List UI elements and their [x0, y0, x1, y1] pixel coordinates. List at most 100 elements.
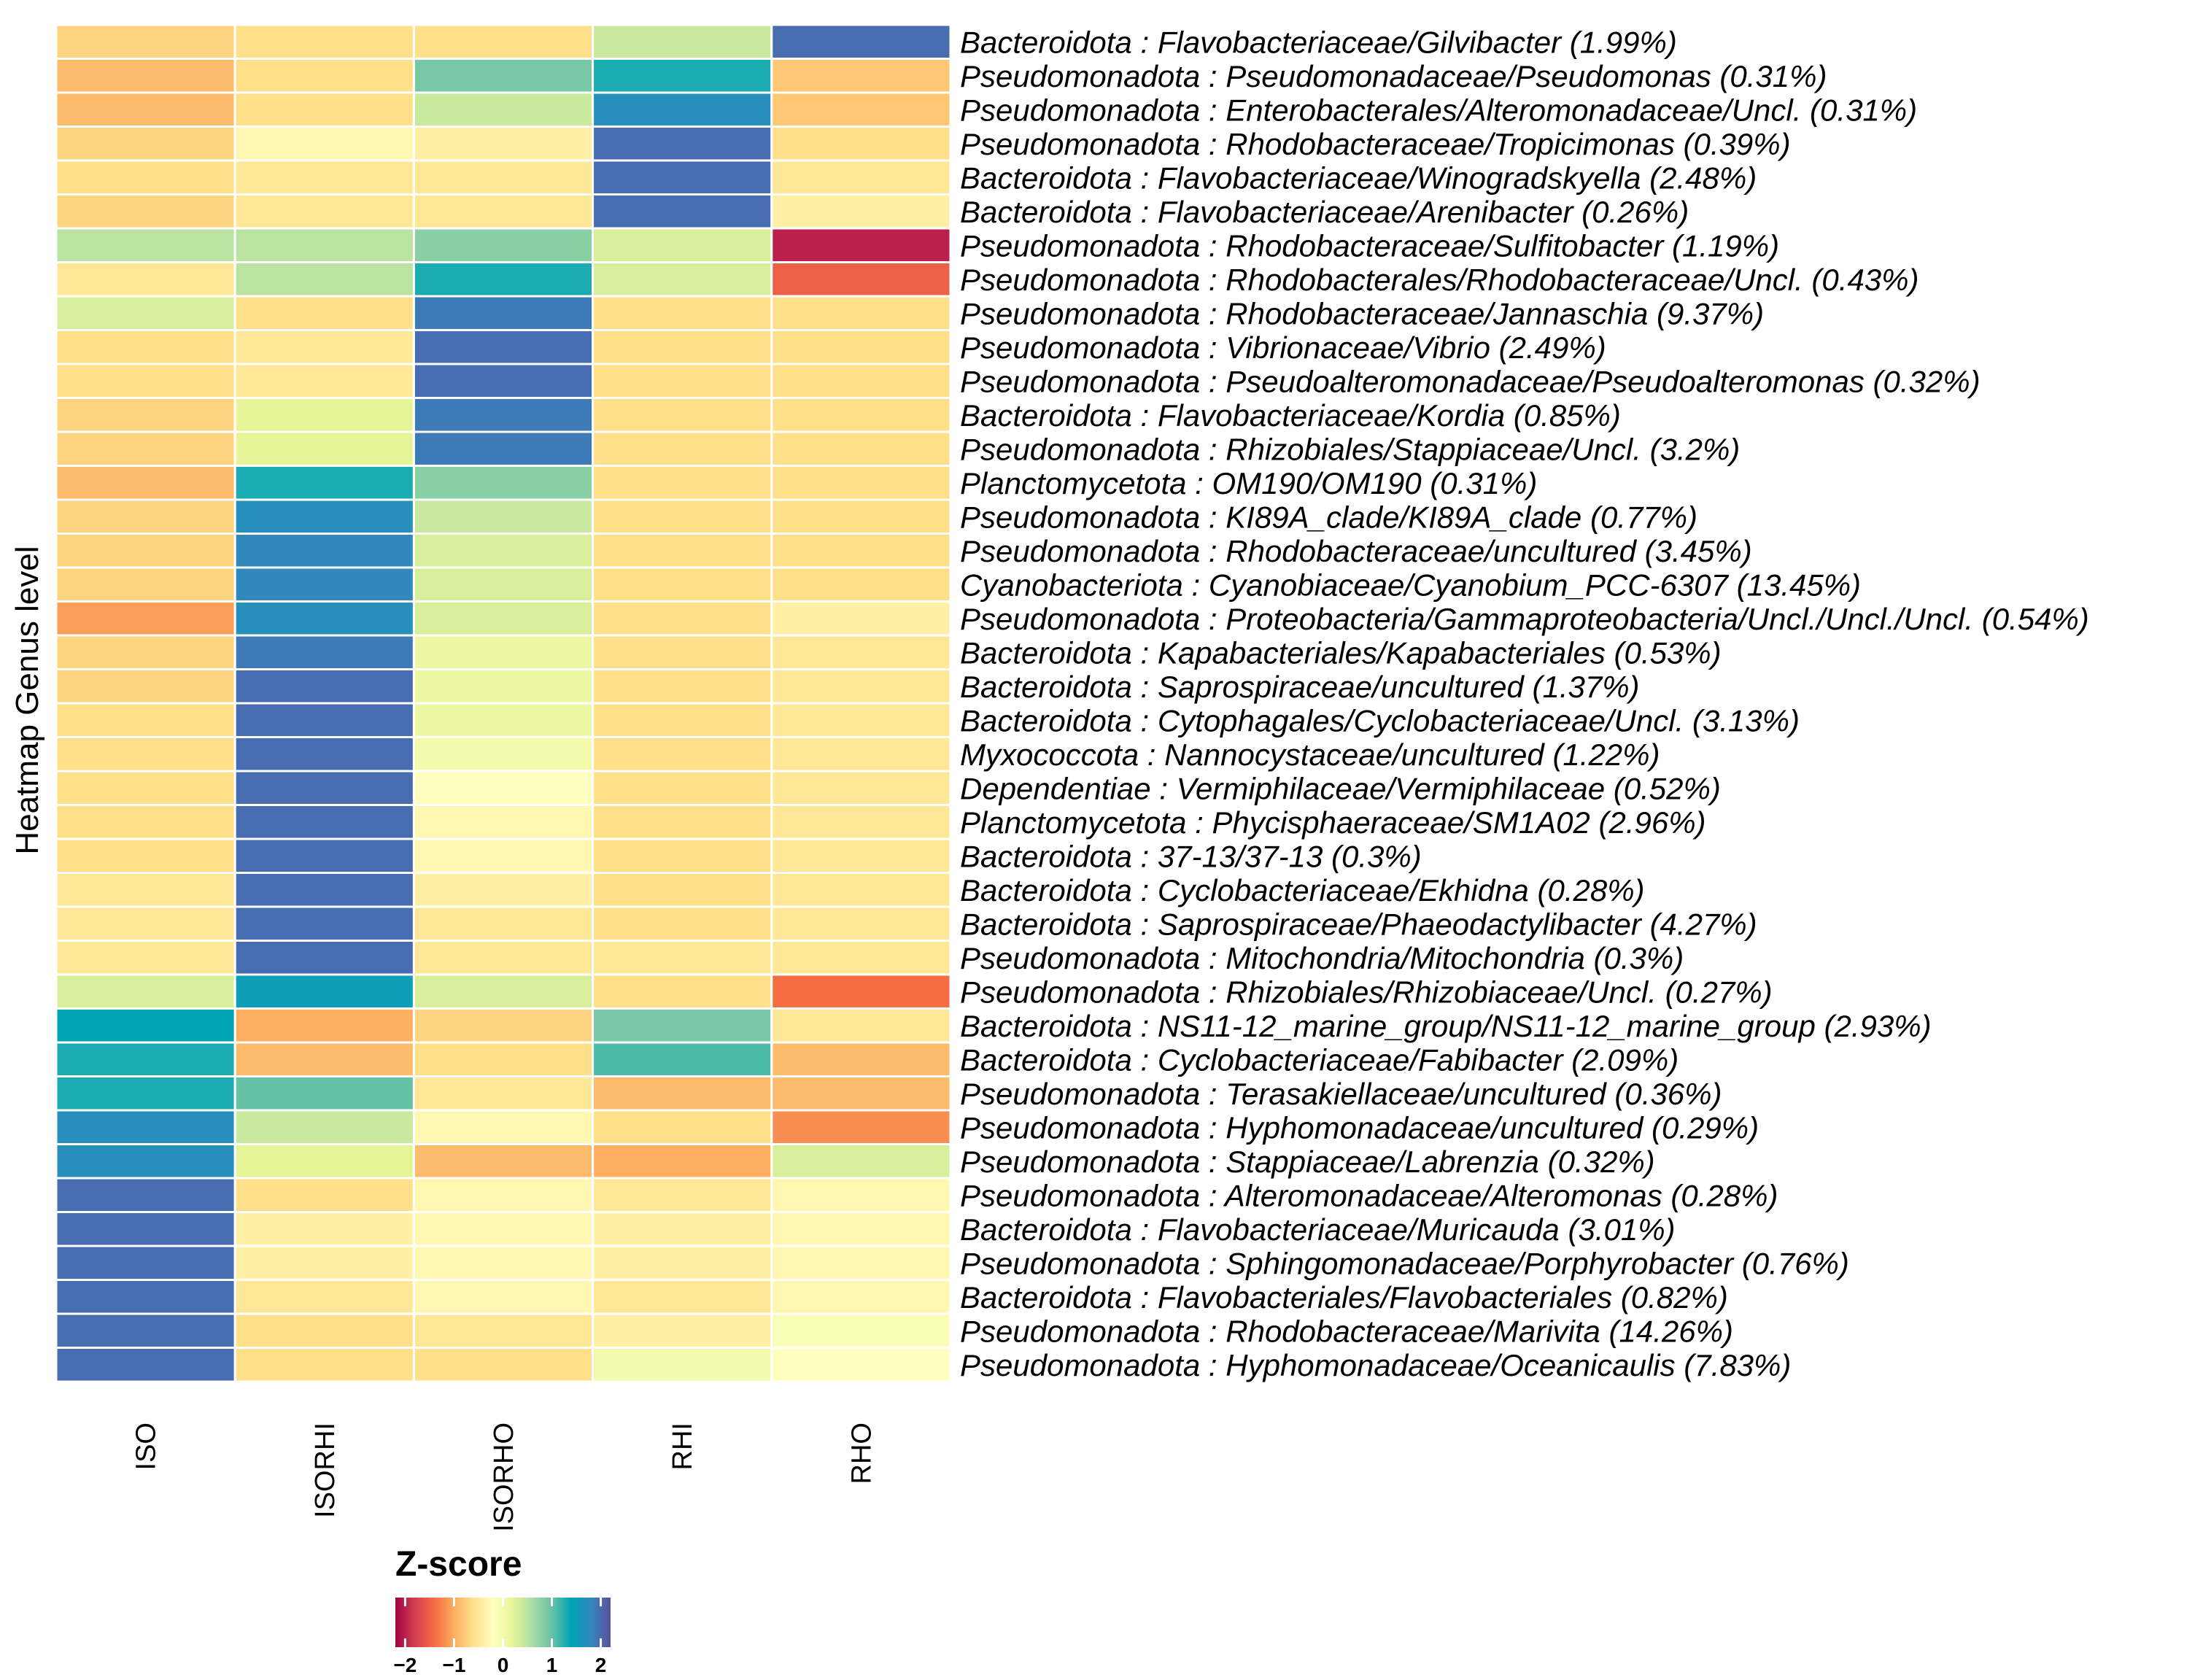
heatmap-cell: [412, 668, 595, 705]
heatmap-cell: [592, 397, 773, 433]
heatmap-cell: [770, 634, 952, 670]
heatmap-cell: [592, 702, 773, 738]
heatmap-cell: [592, 125, 773, 162]
heatmap-cell: [233, 363, 415, 399]
heatmap-cell: [592, 770, 773, 806]
column-labels: ISO ISORHI ISORHO RHI RHO: [131, 1422, 878, 1532]
heatmap-cell: [592, 261, 773, 298]
row-label: Pseudomonadota : Hyphomonadaceae/Oceanic…: [960, 1348, 1791, 1382]
heatmap-cell: [55, 1211, 236, 1247]
heatmap-cell: [233, 295, 415, 331]
heatmap-cell: [55, 397, 236, 433]
heatmap-cell: [770, 804, 952, 840]
heatmap-cell: [233, 1041, 415, 1077]
column-label: ISO: [131, 1422, 162, 1470]
heatmap-cell: [770, 736, 952, 773]
row-label: Bacteroidota : Flavobacteriaceae/Muricau…: [960, 1212, 1676, 1247]
heatmap-cell: [412, 736, 595, 773]
heatmap-cell: [592, 668, 773, 705]
heatmap-cell: [55, 1244, 236, 1281]
heatmap-cell: [55, 1279, 236, 1315]
heatmap-cell: [770, 770, 952, 806]
heatmap-cell: [770, 533, 952, 569]
heatmap-cell: [412, 227, 595, 263]
heatmap-cell: [592, 1143, 773, 1180]
heatmap-cell: [412, 363, 595, 399]
heatmap-cell: [233, 905, 415, 942]
heatmap-cell: [412, 329, 595, 365]
heatmap-cell: [770, 1007, 952, 1044]
row-label: Bacteroidota : Saprospiraceae/uncultured…: [960, 670, 1640, 704]
row-label: Pseudomonadota : Rhodobacterales/Rhodoba…: [960, 263, 1919, 297]
row-label: Pseudomonadota : Sphingomonadaceae/Porph…: [960, 1246, 1849, 1280]
column-label: RHI: [667, 1422, 698, 1470]
heatmap-cell: [592, 566, 773, 603]
heatmap-cell: [412, 295, 595, 331]
heatmap-cell: [412, 702, 595, 738]
row-label: Pseudomonadota : Pseudoalteromonadaceae/…: [960, 364, 1981, 398]
heatmap-cell: [233, 702, 415, 738]
heatmap-cell: [412, 1007, 595, 1044]
legend-title: Z-score: [395, 1545, 522, 1584]
heatmap-cell: [592, 1312, 773, 1349]
heatmap-cell: [55, 363, 236, 399]
heatmap-cell: [412, 905, 595, 942]
heatmap-cell: [770, 668, 952, 705]
heatmap-cell: [55, 668, 236, 705]
heatmap-cell: [233, 668, 415, 705]
row-label: Pseudomonadota : Pseudomonadaceae/Pseudo…: [960, 59, 1827, 93]
heatmap-cell: [412, 91, 595, 128]
heatmap-cell: [55, 1347, 236, 1383]
heatmap-cell: [55, 837, 236, 874]
row-label: Pseudomonadota : Rhodobacteraceae/Tropic…: [960, 127, 1791, 161]
heatmap-cell: [412, 125, 595, 162]
heatmap-cell: [770, 973, 952, 1010]
heatmap-cell: [55, 261, 236, 298]
heatmap-cell: [55, 940, 236, 976]
row-label: Pseudomonadota : Rhodobacteraceae/Marivi…: [960, 1314, 1733, 1348]
row-label: Bacteroidota : Flavobacteriaceae/Gilviba…: [960, 25, 1677, 59]
heatmap-cell: [55, 227, 236, 263]
heatmap-cell: [412, 837, 595, 874]
row-label: Pseudomonadota : Vibrionaceae/Vibrio (2.…: [960, 330, 1606, 365]
row-label: Planctomycetota : Phycisphaeraceae/SM1A0…: [960, 805, 1706, 840]
heatmap-cell: [55, 804, 236, 840]
heatmap-cell: [233, 498, 415, 535]
row-label: Pseudomonadota : Rhodobacteraceae/Sulfit…: [960, 228, 1779, 263]
heatmap-cell: [233, 1347, 415, 1383]
heatmap-cell: [55, 91, 236, 128]
heatmap-cell: [592, 1244, 773, 1281]
heatmap-cell: [233, 533, 415, 569]
heatmap-cell: [412, 1075, 595, 1112]
heatmap-cell: [592, 600, 773, 637]
heatmap-cell: [770, 363, 952, 399]
row-label: Bacteroidota : Flavobacteriaceae/Kordia …: [960, 398, 1621, 433]
legend-tick-label: 2: [595, 1654, 607, 1676]
row-label: Myxococcota : Nannocystaceae/uncultured …: [960, 738, 1660, 772]
heatmap-cell: [412, 1041, 595, 1077]
row-label: Bacteroidota : Flavobacteriaceae/Areniba…: [960, 195, 1689, 229]
heatmap-cell: [592, 193, 773, 230]
heatmap-cell: [592, 1177, 773, 1213]
heatmap-cell: [233, 1143, 415, 1180]
heatmap-cell: [55, 973, 236, 1010]
heatmap-cell: [770, 837, 952, 874]
heatmap-cell: [412, 1347, 595, 1383]
heatmap-cell: [233, 23, 415, 60]
heatmap-cell: [412, 430, 595, 467]
heatmap-cell: [412, 1109, 595, 1145]
heatmap-cell: [770, 1312, 952, 1349]
heatmap-cell: [55, 566, 236, 603]
heatmap-cell: [412, 533, 595, 569]
heatmap-cell: [233, 837, 415, 874]
heatmap-cell: [412, 261, 595, 298]
heatmap-cell: [55, 600, 236, 637]
heatmap-cell: [55, 1143, 236, 1180]
heatmap-cell: [770, 58, 952, 94]
heatmap-cell: [592, 91, 773, 128]
heatmap-cell: [233, 1007, 415, 1044]
heatmap-cell: [770, 1347, 952, 1383]
heatmap-cell: [770, 872, 952, 908]
column-label: ISORHO: [489, 1422, 519, 1532]
heatmap-cell: [233, 1312, 415, 1349]
